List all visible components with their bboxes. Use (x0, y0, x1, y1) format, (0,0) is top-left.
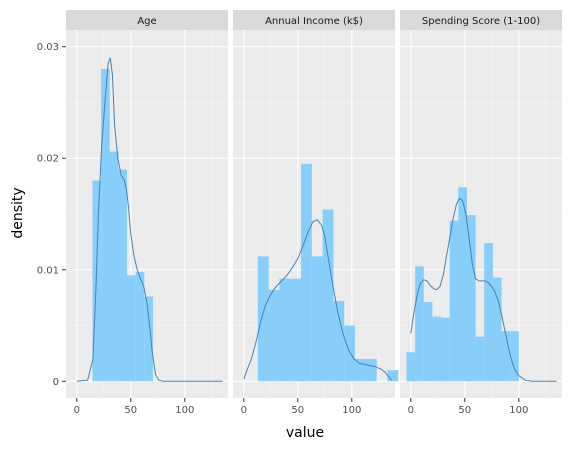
histogram-bar (333, 301, 344, 381)
histogram-bar (458, 187, 467, 381)
histogram-bar (467, 215, 476, 381)
histogram-bar (366, 359, 377, 381)
histogram-bar (432, 317, 441, 382)
x-tick-label: 0 (241, 405, 247, 416)
histogram-bar (118, 169, 127, 381)
histogram-bar (258, 256, 269, 381)
x-tick-label: 100 (342, 405, 361, 416)
histogram-bar (415, 266, 424, 381)
x-tick-label: 50 (291, 405, 304, 416)
histogram-bar (493, 278, 502, 382)
y-tick-label: 0.02 (37, 154, 59, 165)
histogram-bar (355, 359, 366, 381)
x-tick-label: 0 (74, 405, 80, 416)
x-tick-label: 100 (509, 405, 528, 416)
histogram-bar (101, 69, 110, 381)
facet-title: Spending Score (1-100) (422, 16, 540, 27)
y-tick-label: 0.01 (37, 265, 59, 276)
facet-title: Age (137, 16, 156, 27)
x-tick-label: 100 (175, 405, 194, 416)
y-tick-label: 0.03 (37, 42, 59, 53)
histogram-bar (136, 272, 145, 381)
histogram-bar (441, 318, 450, 382)
histogram-bar (484, 243, 493, 381)
x-tick-label: 50 (124, 405, 137, 416)
facet-title: Annual Income (k$) (265, 16, 363, 27)
histogram-bar (312, 256, 323, 381)
histogram-bar (301, 164, 312, 381)
facet-panel: Spending Score (1-100) 0 50 100 (400, 10, 562, 416)
histogram-bar (144, 297, 153, 382)
histogram-bar (110, 152, 119, 382)
y-tick-label: 0 (53, 377, 59, 388)
histogram-bar (502, 331, 511, 381)
histogram-bar (290, 279, 301, 382)
x-axis-title: value (286, 425, 324, 441)
histogram-bar (406, 352, 415, 381)
facet-panel: Age 0 50 100 (66, 10, 228, 416)
histogram-bar (387, 370, 398, 381)
histogram-bar (424, 302, 433, 381)
facet-panel: Annual Income (k$) 0 50 100 (233, 10, 398, 416)
histogram-bar (450, 221, 459, 382)
histogram-bar (279, 279, 290, 382)
histogram-bar (127, 275, 136, 381)
x-tick-label: 0 (408, 405, 414, 416)
histogram-bar (476, 337, 485, 382)
histogram-bar (269, 290, 280, 381)
x-tick-label: 50 (458, 405, 471, 416)
histogram-bar (344, 326, 355, 382)
y-axis-title: density (10, 187, 26, 238)
